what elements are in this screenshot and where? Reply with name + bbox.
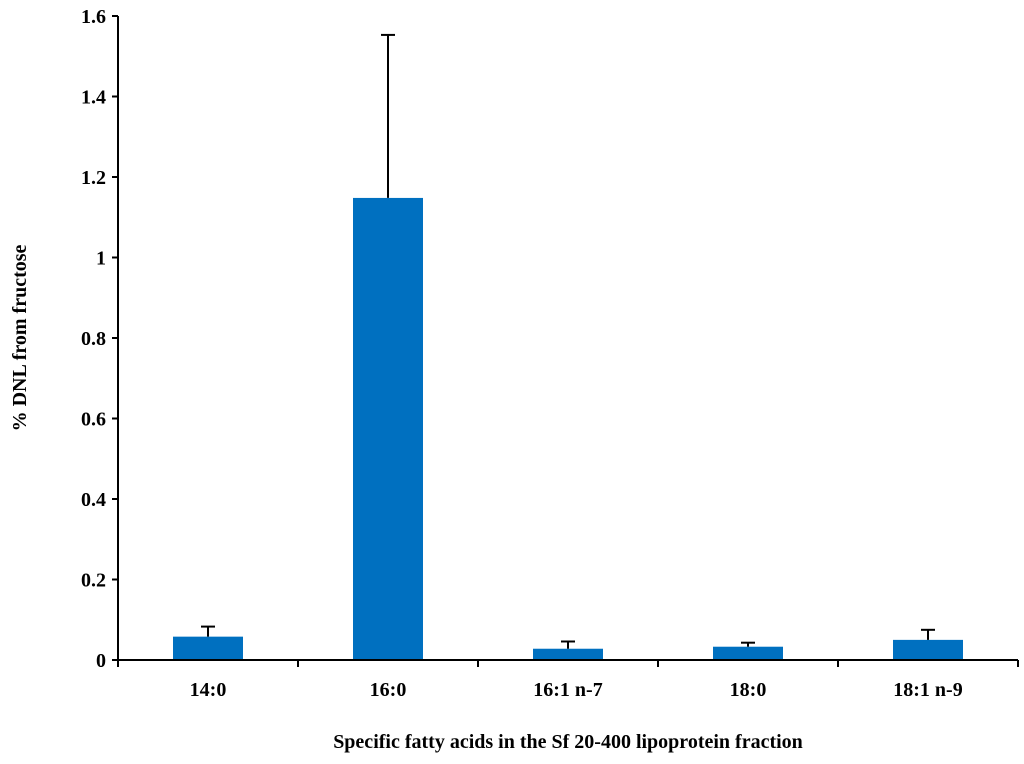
bar: [533, 648, 603, 660]
bars: [173, 197, 963, 660]
x-tick-label: 18:1 n-9: [893, 679, 962, 701]
bar: [713, 646, 783, 660]
y-axis-title: % DNL from fructose: [9, 244, 31, 431]
y-tick-label: 0.6: [81, 409, 106, 431]
bar: [893, 639, 963, 660]
bar: [173, 636, 243, 660]
y-tick-label: 0.2: [81, 570, 106, 592]
bar: [353, 197, 423, 660]
y-axis-ticks: 0 0.2 0.4 0.6 0.8 1 1.2 1.4 1.6: [81, 6, 118, 672]
error-bars: [201, 33, 935, 649]
y-tick-label: 1.6: [81, 6, 106, 28]
x-axis-title: Specific fatty acids in the Sf 20-400 li…: [333, 731, 803, 753]
y-tick-label: 0.4: [81, 489, 106, 511]
x-axis-ticks: 14:0 16:0 16:1 n-7 18:0 18:1 n-9: [117, 660, 1019, 701]
x-tick-label: 16:0: [370, 679, 407, 701]
x-tick-label: 16:1 n-7: [533, 679, 602, 701]
y-tick-label: 1.4: [81, 87, 106, 109]
y-tick-label: 0: [96, 650, 106, 672]
y-tick-label: 0.8: [81, 328, 106, 350]
x-tick-label: 14:0: [190, 679, 227, 701]
y-tick-label: 1.2: [81, 167, 106, 189]
y-tick-label: 1: [96, 248, 106, 270]
x-tick-label: 18:0: [730, 679, 767, 701]
